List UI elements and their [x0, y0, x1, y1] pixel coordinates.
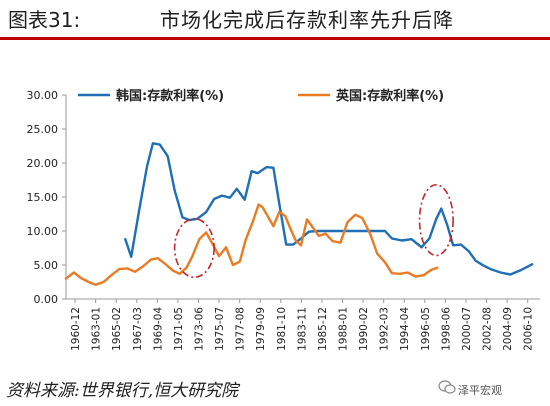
x-tick-label: 1969-04: [152, 307, 164, 351]
x-tick-label: 1967-03: [132, 307, 144, 351]
x-tick-label: 1996-05: [420, 307, 432, 351]
x-tick-label: 1981-10: [276, 307, 288, 351]
chat-bubble-icon: [438, 380, 456, 394]
x-tick-label: 2002-08: [482, 307, 494, 351]
x-tick-label: 1960-12: [70, 307, 82, 351]
y-tick-label: 0.00: [34, 293, 59, 306]
x-tick-label: 1973-06: [193, 307, 205, 351]
highlight-ellipse: [173, 217, 215, 279]
figure-header: 图表31: 市场化完成后存款利率先升后降: [0, 0, 550, 40]
x-tick-label: 1992-03: [379, 307, 391, 351]
y-tick-label: 25.00: [27, 123, 59, 136]
x-tick-label: 1998-06: [440, 307, 452, 351]
y-tick-label: 10.00: [27, 225, 59, 238]
y-tick-label: 20.00: [27, 157, 59, 170]
x-tick-label: 1983-11: [296, 307, 308, 351]
series-line-korea: [124, 142, 534, 276]
x-tick-label: 1994-04: [399, 307, 411, 351]
source-note: 资料来源:世界银行,恒大研究院: [6, 381, 239, 401]
y-tick-label: 15.00: [27, 191, 59, 204]
x-tick-label: 1988-01: [338, 307, 350, 351]
plot-area: 0.00 5.00 10.00 15.00 20.00 25.00 30.00 1960-12…: [27, 88, 540, 351]
x-tick-label: 1975-07: [214, 307, 226, 351]
legend-label-uk: 英国:存款利率(%): [335, 88, 444, 104]
x-tick-label: 1985-12: [317, 307, 329, 351]
y-tick-label: 30.00: [27, 89, 59, 102]
x-tick-label: 2006-10: [523, 307, 535, 351]
x-tick-label: 1990-02: [358, 307, 370, 351]
figure-label: 图表31:: [8, 8, 81, 32]
x-tick-label: 1965-02: [111, 307, 123, 351]
watermark-text: 泽平宏观: [458, 384, 502, 397]
series-line-uk: [64, 203, 439, 286]
line-chart: 0.00 5.00 10.00 15.00 20.00 25.00 30.00 1960-12…: [27, 88, 540, 351]
x-tick-label: 1977-08: [235, 307, 247, 351]
x-tick-label: 1979-09: [255, 307, 267, 351]
y-tick-label: 5.00: [34, 259, 59, 272]
x-tick-label: 2004-09: [502, 307, 514, 351]
x-tick-label: 1963-01: [91, 307, 103, 351]
x-tick-label: 1971-05: [173, 307, 185, 351]
figure-title: 市场化完成后存款利率先升后降: [160, 8, 454, 32]
x-tick-label: 2000-07: [461, 307, 473, 351]
legend-label-korea: 韩国:存款利率(%): [116, 88, 224, 104]
highlight-ellipse: [418, 183, 454, 257]
